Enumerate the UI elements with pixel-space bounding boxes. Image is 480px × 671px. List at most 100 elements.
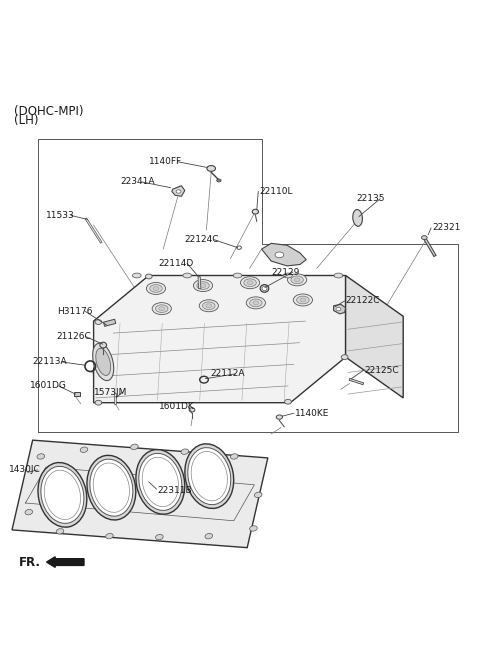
Ellipse shape [37, 454, 45, 459]
Ellipse shape [421, 236, 427, 240]
Ellipse shape [90, 459, 133, 516]
Ellipse shape [262, 287, 267, 291]
Ellipse shape [136, 450, 185, 514]
Ellipse shape [142, 457, 179, 507]
Ellipse shape [139, 454, 182, 511]
Bar [74, 392, 80, 397]
Polygon shape [94, 276, 346, 403]
Ellipse shape [253, 301, 259, 305]
Text: 22124C: 22124C [185, 235, 219, 244]
Ellipse shape [191, 452, 228, 501]
Ellipse shape [145, 274, 152, 279]
Ellipse shape [230, 454, 238, 459]
Ellipse shape [288, 274, 307, 286]
Text: 22122C: 22122C [346, 297, 380, 305]
Ellipse shape [146, 282, 166, 295]
Ellipse shape [353, 209, 362, 226]
Ellipse shape [341, 355, 348, 360]
Text: 22321: 22321 [432, 223, 460, 231]
Ellipse shape [207, 166, 216, 171]
Ellipse shape [240, 276, 260, 289]
Ellipse shape [87, 363, 94, 370]
Ellipse shape [205, 533, 213, 539]
Text: FR.: FR. [19, 556, 41, 568]
Text: 1601DK: 1601DK [159, 402, 195, 411]
Ellipse shape [188, 448, 231, 505]
Ellipse shape [244, 279, 256, 287]
Ellipse shape [199, 300, 218, 312]
Ellipse shape [252, 209, 258, 214]
Ellipse shape [176, 190, 181, 193]
Ellipse shape [25, 509, 33, 515]
Text: 11533: 11533 [46, 211, 74, 220]
Text: 1140KE: 1140KE [295, 409, 330, 418]
Ellipse shape [276, 415, 282, 419]
Ellipse shape [93, 463, 130, 513]
Ellipse shape [336, 307, 341, 311]
Text: 22135: 22135 [356, 194, 384, 203]
Ellipse shape [100, 342, 107, 348]
Ellipse shape [246, 297, 265, 309]
Ellipse shape [197, 282, 209, 289]
Ellipse shape [106, 533, 113, 539]
Ellipse shape [152, 303, 171, 315]
Text: 22125C: 22125C [365, 366, 399, 374]
Ellipse shape [181, 449, 189, 454]
Text: 22114D: 22114D [158, 259, 193, 268]
Text: 1140FF: 1140FF [149, 157, 182, 166]
Ellipse shape [131, 444, 138, 450]
Polygon shape [334, 305, 346, 314]
Ellipse shape [96, 348, 110, 376]
Text: 22112A: 22112A [210, 370, 245, 378]
Ellipse shape [203, 302, 215, 309]
Ellipse shape [254, 492, 262, 498]
Ellipse shape [185, 444, 234, 509]
Ellipse shape [150, 285, 162, 293]
Ellipse shape [284, 273, 292, 278]
Ellipse shape [87, 456, 136, 520]
Ellipse shape [233, 273, 242, 278]
Text: 1573JM: 1573JM [94, 388, 127, 397]
Ellipse shape [247, 280, 253, 285]
Text: 22311B: 22311B [157, 486, 192, 495]
Ellipse shape [334, 273, 343, 278]
Polygon shape [346, 276, 403, 398]
Text: (LH): (LH) [14, 114, 39, 127]
Text: 22341A: 22341A [120, 177, 155, 187]
Text: (DOHC-MPI): (DOHC-MPI) [14, 105, 84, 118]
Ellipse shape [237, 246, 241, 250]
Ellipse shape [193, 280, 213, 292]
Ellipse shape [293, 294, 312, 306]
Ellipse shape [153, 287, 159, 291]
Polygon shape [262, 244, 306, 266]
Ellipse shape [156, 305, 168, 313]
Text: 21126C: 21126C [57, 332, 91, 341]
Ellipse shape [200, 284, 206, 287]
Ellipse shape [250, 299, 262, 307]
Ellipse shape [38, 462, 87, 527]
Ellipse shape [300, 298, 306, 302]
Ellipse shape [95, 319, 102, 325]
Ellipse shape [285, 399, 291, 404]
Ellipse shape [206, 304, 212, 308]
Ellipse shape [56, 529, 64, 534]
Ellipse shape [294, 278, 300, 282]
Text: H31176: H31176 [57, 307, 92, 316]
Ellipse shape [250, 526, 257, 531]
Ellipse shape [132, 273, 141, 278]
Polygon shape [12, 440, 268, 548]
Ellipse shape [41, 466, 84, 523]
Ellipse shape [183, 273, 192, 278]
Ellipse shape [93, 343, 114, 380]
Text: 22113A: 22113A [33, 358, 67, 366]
Ellipse shape [189, 408, 195, 412]
Ellipse shape [291, 276, 303, 284]
Ellipse shape [156, 534, 163, 539]
Text: 22129: 22129 [271, 268, 300, 276]
Polygon shape [172, 186, 185, 197]
Ellipse shape [44, 470, 81, 519]
Ellipse shape [217, 179, 221, 182]
Text: 1601DG: 1601DG [30, 381, 67, 391]
Text: 22110L: 22110L [259, 187, 293, 196]
FancyArrow shape [47, 557, 84, 568]
